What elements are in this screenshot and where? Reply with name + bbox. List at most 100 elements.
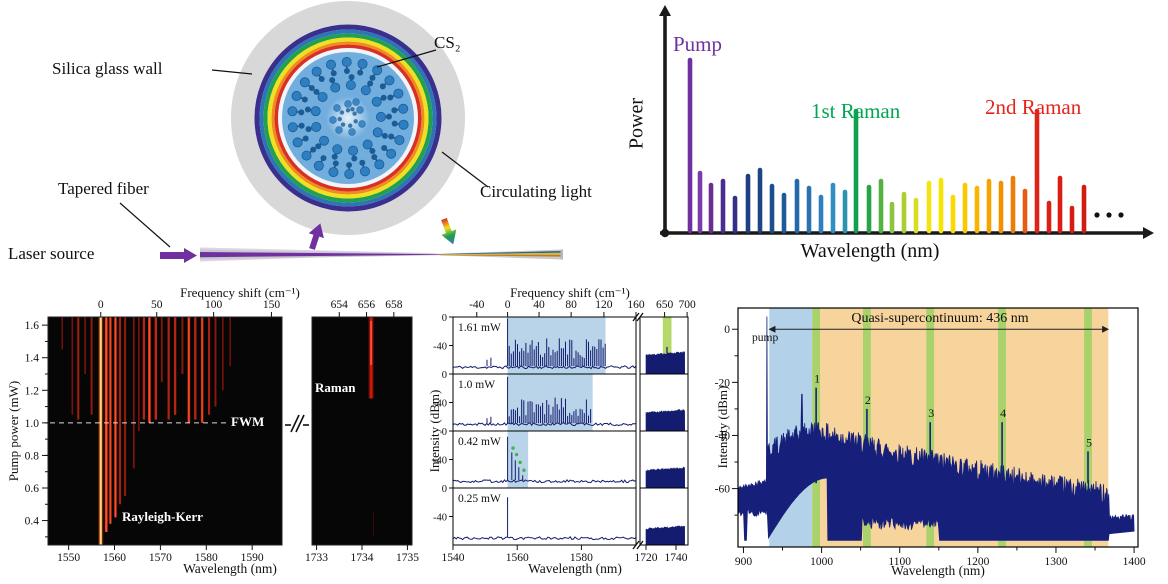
molecule-atom xyxy=(298,109,305,116)
tick-label: 1.6 xyxy=(25,320,40,332)
molecule-atom xyxy=(317,91,328,102)
molecule-atom xyxy=(345,80,356,91)
molecule-atom xyxy=(331,153,338,160)
molecule-atom xyxy=(375,111,386,122)
molecule-atom xyxy=(319,135,330,146)
tick-label: 2 xyxy=(865,393,871,407)
tick-label: -40 xyxy=(433,513,447,524)
molecule-atom xyxy=(380,94,387,101)
comb-line xyxy=(118,317,122,505)
tick-label: 4 xyxy=(1000,406,1006,420)
molecule-atom xyxy=(357,58,368,69)
molecule-atom xyxy=(330,70,337,77)
molecule-atom xyxy=(398,103,409,114)
tick-label: 0 xyxy=(724,324,730,336)
tick-label: 1580 xyxy=(570,552,593,564)
arrowhead-left xyxy=(768,325,776,333)
tick-label: 1.0 xyxy=(25,418,40,430)
heatmap-ticks: 1550 1560 1570 1580 1590 1733 1734 1735 0 50 100 15… xyxy=(25,299,420,564)
tick-label: 1400 xyxy=(1123,556,1146,568)
comb-pump-label: Pump xyxy=(673,32,723,56)
laser-arrow xyxy=(160,248,197,263)
molecule-atom xyxy=(348,74,355,81)
coupling-out-arrow xyxy=(441,217,457,245)
comb-line xyxy=(229,317,231,366)
resonator-drawing xyxy=(119,1,563,263)
molecule-atom xyxy=(384,75,395,86)
sc-y-axis-label: Intensity (dBm) xyxy=(715,385,730,469)
sc-x-axis-label: Wavelength (nm) xyxy=(891,563,985,578)
heatmap-y-axis-label: Pump power (mW) xyxy=(6,380,21,482)
heatmap-right-plot xyxy=(312,317,412,545)
fiber-core-right xyxy=(440,251,562,255)
heatmap-x-axis-label: Wavelength (nm) xyxy=(183,561,277,576)
spectra-top-axis-label: Frequency shift (cm⁻¹) xyxy=(510,285,630,300)
comb-line xyxy=(167,317,170,420)
comb-raman2-label: 2nd Raman xyxy=(985,95,1082,119)
tick-label: 50 xyxy=(151,299,163,311)
molecule-atom xyxy=(379,83,386,90)
molecule-atom xyxy=(292,137,303,148)
tick-label: 658 xyxy=(385,299,403,311)
molecule-atom xyxy=(310,106,321,117)
broadband-block xyxy=(645,525,685,545)
molecule-atom xyxy=(374,159,385,170)
molecule-atom xyxy=(330,82,341,93)
molecule-atom xyxy=(339,110,345,115)
tick-label: -40 xyxy=(433,399,447,410)
molecule-atom xyxy=(369,74,376,81)
comb-line xyxy=(160,317,163,383)
molecule-atom xyxy=(358,120,366,128)
comb-drawing xyxy=(659,5,1154,239)
circulating-light-ring xyxy=(267,37,429,199)
tick-label: 0 xyxy=(442,370,447,381)
molecule-atom xyxy=(372,127,383,138)
molecule-atom xyxy=(371,96,382,107)
molecule-atom xyxy=(369,147,376,154)
comb-line xyxy=(61,317,64,350)
molecule-atom xyxy=(313,160,324,171)
molecule-atom xyxy=(367,80,374,87)
molecule-atom xyxy=(348,123,353,128)
tick-label: 1720 xyxy=(635,552,658,564)
comb-line xyxy=(214,317,217,407)
circulating-light-ring xyxy=(263,33,433,203)
comb-line xyxy=(124,317,127,497)
tick-label: 1550 xyxy=(57,552,80,564)
x-axis-arrowhead xyxy=(1143,227,1154,239)
molecule-atom xyxy=(311,121,322,132)
spectra-drawing: 1.61 mW0-401.0 mW0-400.42 mW0-400.25 mW0… xyxy=(433,299,696,564)
tick-label: 1.4 xyxy=(25,353,40,365)
tick-label: 120 xyxy=(595,299,613,311)
spectrum-panel: 0.42 mW 0 -40 xyxy=(433,427,688,488)
molecule-atom xyxy=(344,100,352,108)
sc-ticks: 900 1000 1100 1200 1300 1400 0 -20 -40 -60 xyxy=(715,324,1146,568)
comb-line xyxy=(221,317,224,391)
molecule-atom xyxy=(315,143,322,150)
tick-label: 1740 xyxy=(665,552,688,564)
tick-label: 1734 xyxy=(351,552,374,564)
tick-label: 150 xyxy=(263,299,281,311)
tick-label: 1300 xyxy=(1044,556,1067,568)
molecule-atom xyxy=(308,85,315,92)
molecule-atom xyxy=(381,144,388,151)
leader-lines xyxy=(119,49,489,248)
molecule-atom xyxy=(398,119,409,130)
tick-label: 1560 xyxy=(506,552,529,564)
panel-supercontinuum: 1 2 3 4 5 900 1000 1100 1200 1300 1400 0 -20 -40 -60 I… xyxy=(715,285,1168,584)
power-label: 1.0 mW xyxy=(458,379,495,391)
tick-label: 1590 xyxy=(241,552,264,564)
tick-label: 650 xyxy=(656,299,674,311)
tick-label: -40 xyxy=(715,430,730,442)
tick-label: 1100 xyxy=(888,556,911,568)
molecule-atom xyxy=(328,167,339,178)
molecule-atom xyxy=(360,85,371,96)
molecule-atom xyxy=(313,88,320,95)
molecule-atom xyxy=(387,94,394,101)
tick-label: 160 xyxy=(627,299,645,311)
molecule-atom xyxy=(299,77,310,88)
tick-label: 1.2 xyxy=(25,385,40,397)
comb-line xyxy=(173,317,177,415)
label-cs2: CS₂ xyxy=(434,33,461,52)
green-band xyxy=(1084,308,1092,547)
